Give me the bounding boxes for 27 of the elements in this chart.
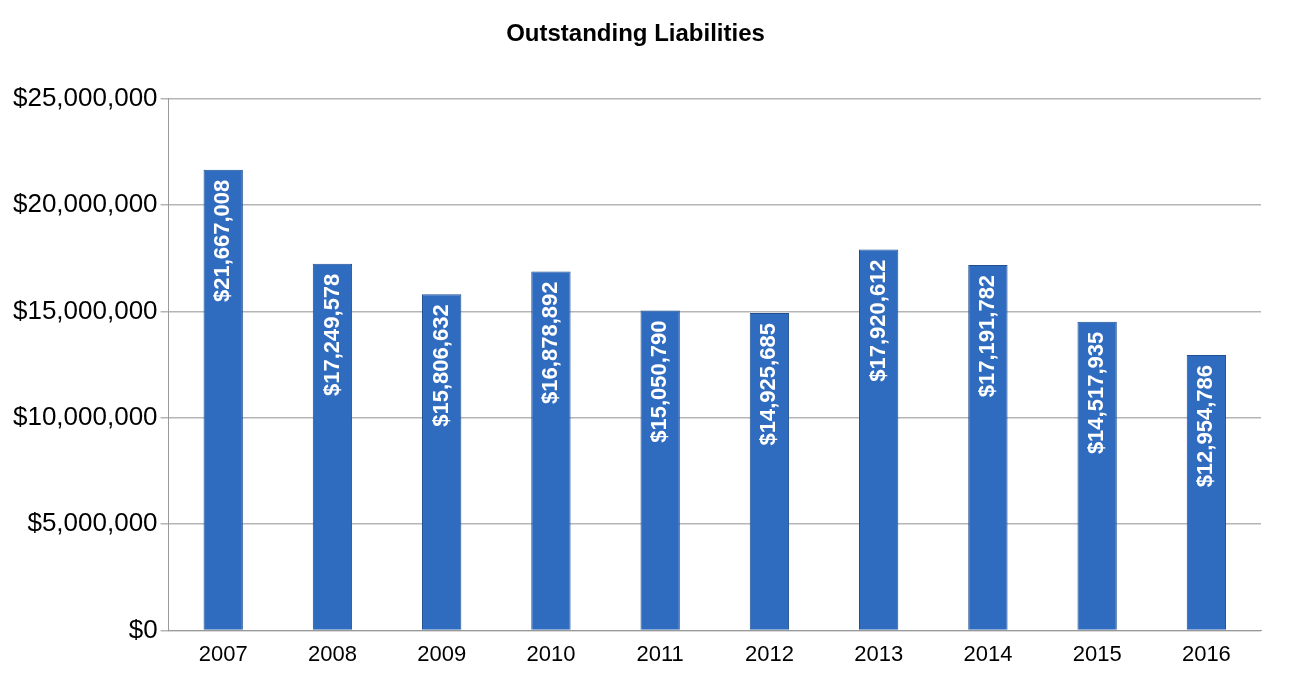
data-label: $16,878,892 — [536, 281, 562, 404]
x-tick-label: 2010 — [526, 640, 576, 666]
data-label: $15,050,790 — [646, 320, 672, 443]
x-tick-label: 2014 — [963, 640, 1013, 666]
data-label: $17,191,782 — [973, 274, 999, 398]
data-label: $14,517,935 — [1083, 331, 1109, 455]
x-tick-label: 2012 — [744, 640, 794, 666]
x-tick-label: 2013 — [854, 640, 904, 666]
x-tick-label: 2011 — [636, 640, 684, 666]
chart-title: Outstanding Liabilities — [506, 19, 765, 47]
data-label: $15,806,632 — [427, 304, 453, 427]
y-tick-label: $15,000,000 — [12, 294, 158, 325]
data-label: $14,925,685 — [755, 323, 781, 446]
data-label: $12,954,786 — [1192, 365, 1218, 488]
y-tick-label: $0 — [128, 613, 158, 644]
y-tick-label: $10,000,000 — [12, 401, 158, 432]
y-tick-label: $20,000,000 — [12, 188, 158, 219]
x-tick-label: 2009 — [417, 640, 467, 666]
x-tick-label: 2008 — [307, 640, 357, 666]
data-label: $17,249,578 — [318, 273, 344, 397]
data-label: $17,920,612 — [864, 259, 890, 382]
data-label: $21,667,008 — [209, 179, 235, 303]
y-tick-label: $5,000,000 — [27, 507, 158, 538]
x-tick-label: 2007 — [198, 640, 248, 666]
x-tick-label: 2016 — [1181, 640, 1231, 666]
y-tick-label: $25,000,000 — [12, 81, 158, 112]
x-tick-label: 2015 — [1072, 640, 1122, 666]
